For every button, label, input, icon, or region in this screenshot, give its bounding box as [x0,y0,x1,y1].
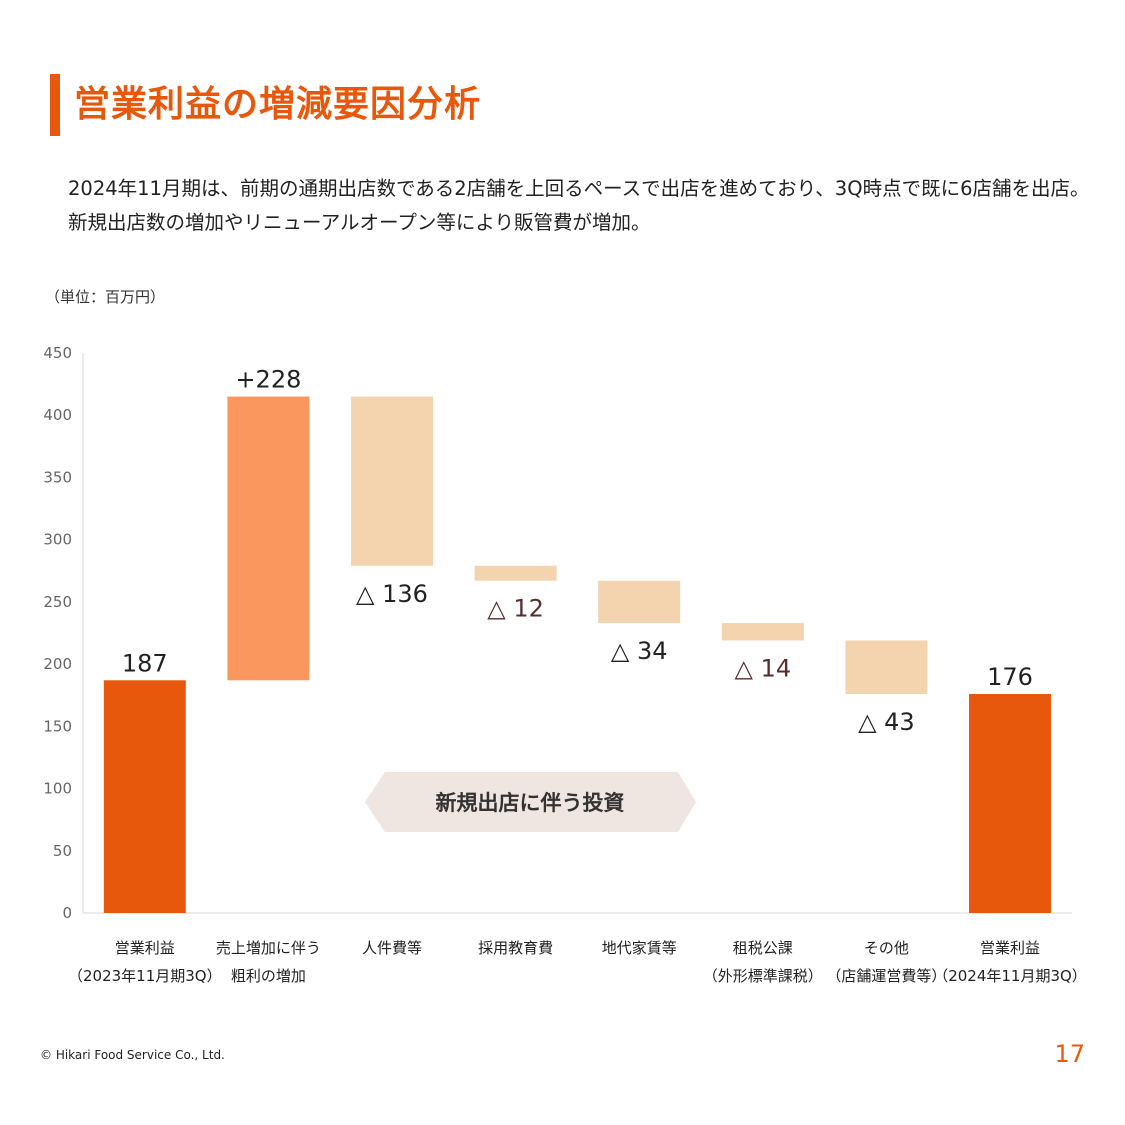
y-tick-label: 350 [43,468,72,486]
x-tick-label: （店舗運営費等） [826,967,946,985]
x-tick-label: 人件費等 [362,939,422,957]
x-tick-label: 採用教育費 [478,939,553,957]
y-tick-label: 100 [43,780,72,798]
description-line-1: 2024年11月期は、前期の通期出店数である2店舗を上回るペースで出店を進めてお… [68,177,1090,200]
description: 2024年11月期は、前期の通期出店数である2店舗を上回るペースで出店を進めてお… [68,172,1090,240]
bar-increase [227,396,310,681]
x-tick-label: 売上増加に伴う [216,939,321,957]
description-line-2: 新規出店数の増加やリニューアルオープン等により販管費が増加。 [68,211,651,234]
x-tick-label: （外形標準課税） [703,967,823,985]
x-tick-label: （2024年11月期3Q） [933,967,1087,985]
y-tick-label: 450 [43,344,72,362]
bar-decrease [598,580,681,624]
banner-label: 新規出店に伴う投資 [436,791,625,815]
y-tick-label: 250 [43,593,72,611]
data-label: △ 14 [734,654,791,682]
x-tick-label: 営業利益 [115,939,175,957]
title-accent-bar [50,74,60,136]
page-number: 17 [1054,1040,1085,1068]
bar-decrease [721,623,804,641]
x-tick-label: （2023年11月期3Q） [68,967,222,985]
y-tick-label: 50 [53,842,72,860]
y-tick-label: 200 [43,655,72,673]
y-tick-label: 0 [62,904,72,922]
x-tick-label: 粗利の増加 [231,967,306,985]
data-label: +228 [235,366,301,394]
copyright: © Hikari Food Service Co., Ltd. [40,1048,225,1062]
bar-total [103,680,186,913]
banner-shape [365,772,696,832]
x-tick-label: 地代家賃等 [602,939,677,957]
x-tick-label: 租税公課 [733,939,793,957]
data-label: 187 [122,649,168,677]
data-label: △ 12 [487,595,544,623]
y-tick-label: 300 [43,531,72,549]
page-title: 営業利益の増減要因分析 [74,84,482,125]
chart-bars [103,396,1051,913]
bar-decrease [474,565,557,581]
chart-axes: 0 50 100 150 200 250 300 350 400 450 [43,344,1072,922]
bar-total [969,693,1051,913]
data-label: △ 34 [611,637,668,665]
y-tick-label: 400 [43,406,72,424]
bar-decrease [351,396,433,566]
x-tick-label: その他 [864,939,909,957]
unit-label: （単位：百万円） [45,288,166,306]
x-tick-label: 営業利益 [980,939,1040,957]
data-label: △ 136 [356,580,428,608]
data-label: 176 [987,663,1033,691]
y-tick-label: 150 [43,717,72,735]
investment-banner: 新規出店に伴う投資 [365,772,696,832]
bar-decrease [845,640,928,694]
data-label: △ 43 [858,708,915,736]
